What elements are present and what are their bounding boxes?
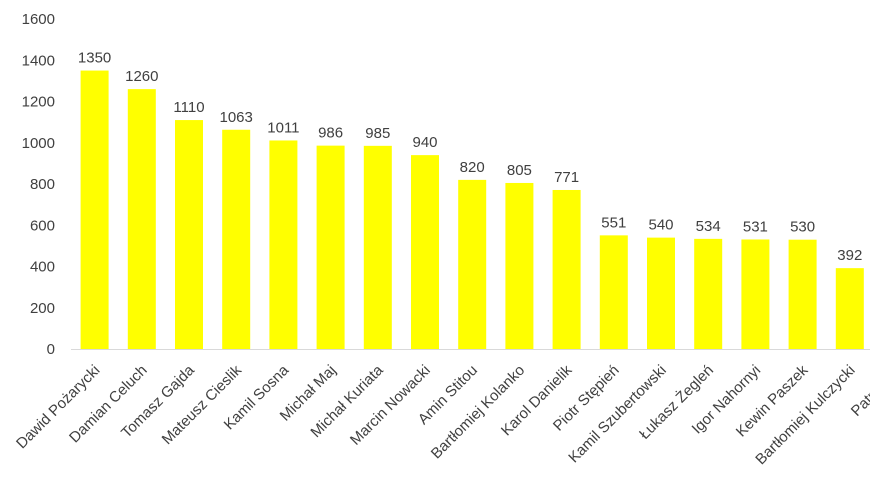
data-label: 1063 — [220, 109, 253, 126]
data-label: 392 — [837, 247, 862, 264]
bar — [127, 89, 156, 349]
y-tick-label: 400 — [30, 259, 55, 276]
y-tick-label: 0 — [47, 341, 55, 358]
x-tick-label: Dawid Pożarycki — [13, 362, 103, 452]
bar — [788, 239, 817, 349]
bar — [80, 70, 109, 349]
data-label: 805 — [507, 162, 532, 179]
data-label: 1011 — [267, 119, 299, 136]
y-tick-label: 1000 — [22, 135, 55, 152]
data-label: 985 — [365, 125, 390, 142]
bar — [363, 145, 392, 349]
bar — [741, 239, 770, 349]
data-label: 1110 — [173, 99, 204, 116]
bar — [505, 182, 534, 349]
bar — [222, 129, 251, 349]
data-label: 820 — [460, 159, 485, 176]
data-label: 1260 — [125, 68, 158, 85]
y-tick-label: 1600 — [22, 11, 55, 28]
y-axis: 0 200 400 600 800 1000 1200 1400 1600 — [22, 11, 55, 358]
data-label: 531 — [743, 218, 768, 235]
data-label: 534 — [696, 218, 721, 235]
bar — [316, 145, 345, 349]
y-tick-label: 800 — [30, 176, 55, 193]
bar — [269, 140, 298, 349]
x-tick-label: Mateusz Cieslik — [159, 361, 246, 448]
y-tick-label: 1200 — [22, 94, 55, 111]
data-label: 551 — [601, 214, 626, 231]
bar — [599, 235, 628, 349]
data-label: 1350 — [78, 50, 111, 67]
data-label: 771 — [554, 169, 579, 186]
bar — [835, 268, 864, 349]
data-label: 986 — [318, 125, 343, 142]
bar — [552, 189, 581, 349]
bars — [80, 70, 864, 349]
bar — [647, 237, 675, 349]
data-labels: 1350 1260 1110 1063 1011 986 985 940 820 805 771 55… — [78, 50, 862, 265]
y-tick-label: 600 — [30, 217, 55, 234]
bar — [411, 155, 439, 349]
data-label: 940 — [412, 134, 437, 151]
bar — [175, 120, 203, 349]
data-label: 530 — [790, 219, 815, 236]
y-tick-label: 200 — [30, 300, 55, 317]
data-label: 540 — [648, 217, 673, 234]
y-tick-label: 1400 — [22, 52, 55, 69]
bar — [694, 238, 723, 349]
x-tick-label: Marcin Nowacki — [347, 362, 434, 449]
bar — [458, 179, 487, 349]
